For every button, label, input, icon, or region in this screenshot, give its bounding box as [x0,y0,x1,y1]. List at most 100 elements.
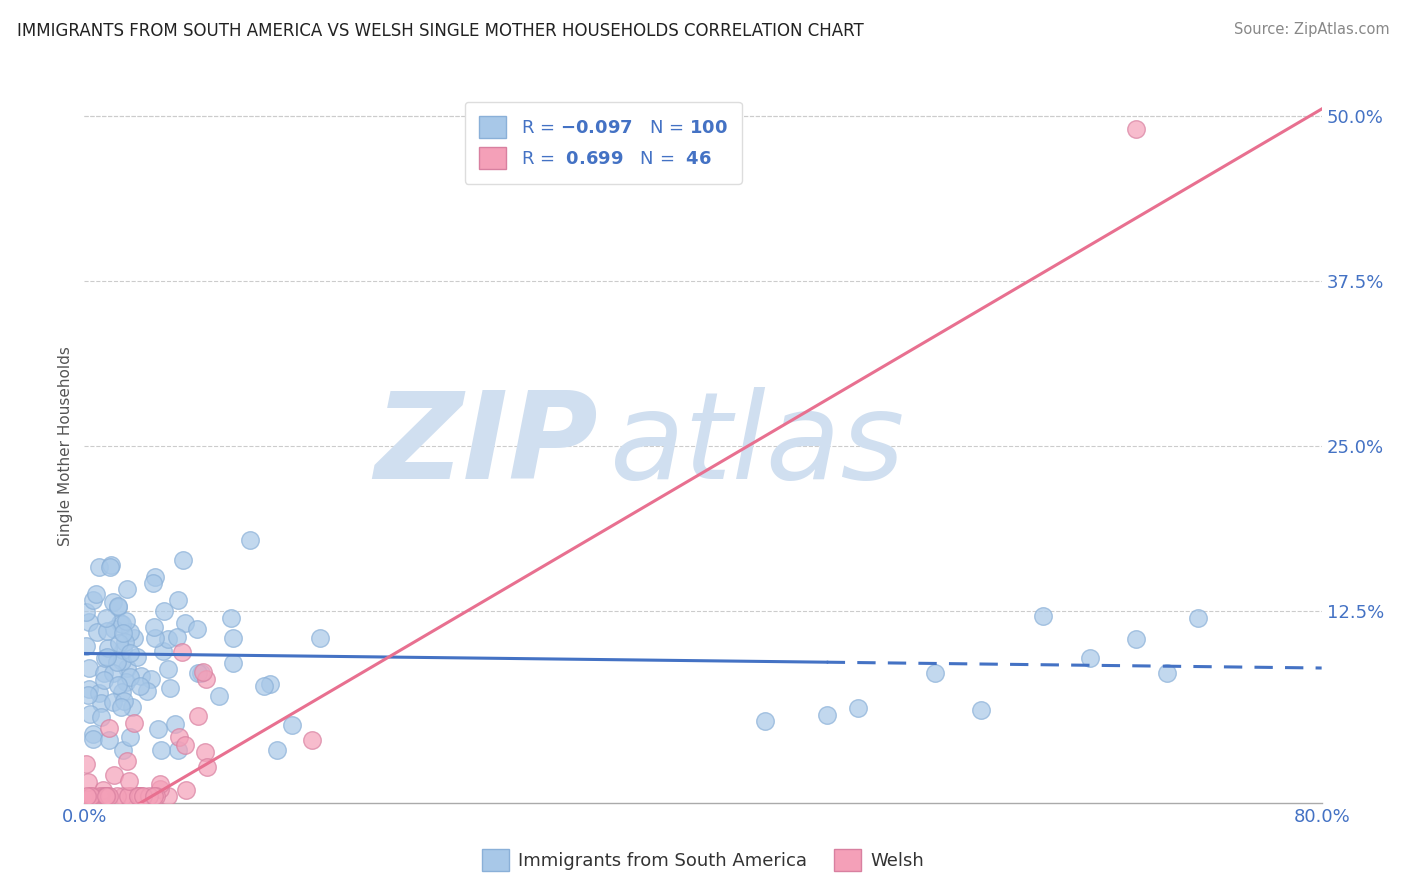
Point [127,789,149,804]
Point [82,731,104,746]
Point [194,672,217,686]
Point [153,604,176,618]
Legend: R = $\mathbf{-0.097}$   N = $\mathbf{100}$, R = $\mathbf{\ 0.699}$   N = $\mathb: R = $\mathbf{-0.097}$ N = $\mathbf{100}$… [464,102,742,184]
Text: atlas: atlas [610,387,905,505]
Point [93,789,115,804]
Point [76,688,98,702]
Point [94,651,117,665]
Point [142,575,165,590]
Point [112,694,135,708]
Point [1032,609,1054,624]
Point [94,789,117,804]
Point [82,592,104,607]
Point [166,592,188,607]
Point [145,789,167,804]
Point [169,730,191,744]
Point [174,783,197,797]
Point [100,560,122,574]
Point [754,714,776,728]
Point [115,582,138,597]
Point [120,789,142,804]
Point [1187,611,1209,625]
Point [135,683,157,698]
Point [111,625,134,640]
Point [846,701,869,715]
Text: Source: ZipAtlas.com: Source: ZipAtlas.com [1233,22,1389,37]
Point [219,610,242,624]
Point [93,673,115,688]
Point [157,661,180,675]
Point [76,789,98,804]
Point [1125,121,1147,136]
Point [145,632,167,646]
Point [163,716,186,731]
Point [76,774,98,789]
Point [149,782,172,797]
Point [111,685,134,699]
Point [101,665,124,680]
Text: ZIP: ZIP [374,387,598,505]
Point [117,661,139,675]
Point [84,587,107,601]
Point [309,631,332,645]
Point [143,789,166,804]
Point [172,553,194,567]
Point [91,783,114,797]
Point [121,699,143,714]
Point [118,773,141,788]
Point [259,677,281,691]
Point [120,625,142,640]
Point [120,646,142,660]
Point [93,666,115,681]
Point [103,768,125,782]
Point [1156,666,1178,681]
Point [110,654,132,668]
Point [194,745,217,759]
Point [187,708,209,723]
Point [96,649,118,664]
Point [117,789,139,804]
Point [129,789,152,804]
Point [97,733,120,747]
Point [156,632,179,647]
Point [280,718,302,732]
Point [90,789,112,804]
Point [107,636,129,650]
Point [222,656,245,670]
Point [75,640,97,654]
Point [80,789,103,804]
Point [101,595,124,609]
Point [97,789,120,804]
Point [112,642,135,657]
Point [111,743,134,757]
Point [97,640,120,655]
Point [125,649,148,664]
Point [253,680,276,694]
Text: IMMIGRANTS FROM SOUTH AMERICA VS WELSH SINGLE MOTHER HOUSEHOLDS CORRELATION CHAR: IMMIGRANTS FROM SOUTH AMERICA VS WELSH S… [17,22,863,40]
Point [174,616,197,631]
Point [152,644,174,658]
Point [79,707,101,722]
Point [149,777,172,791]
Point [82,789,104,804]
Point [129,679,152,693]
Point [122,716,145,731]
Point [114,614,136,628]
Y-axis label: Single Mother Households: Single Mother Households [58,346,73,546]
Point [139,672,162,686]
Point [86,624,108,639]
Point [156,789,179,804]
Point [96,624,118,639]
Point [112,789,135,804]
Point [167,743,190,757]
Point [195,760,218,774]
Point [142,620,165,634]
Point [77,615,100,629]
Point [222,632,245,646]
Point [924,666,946,681]
Point [79,789,101,804]
Point [166,630,188,644]
Point [120,730,142,744]
Point [301,732,323,747]
Point [111,617,134,632]
